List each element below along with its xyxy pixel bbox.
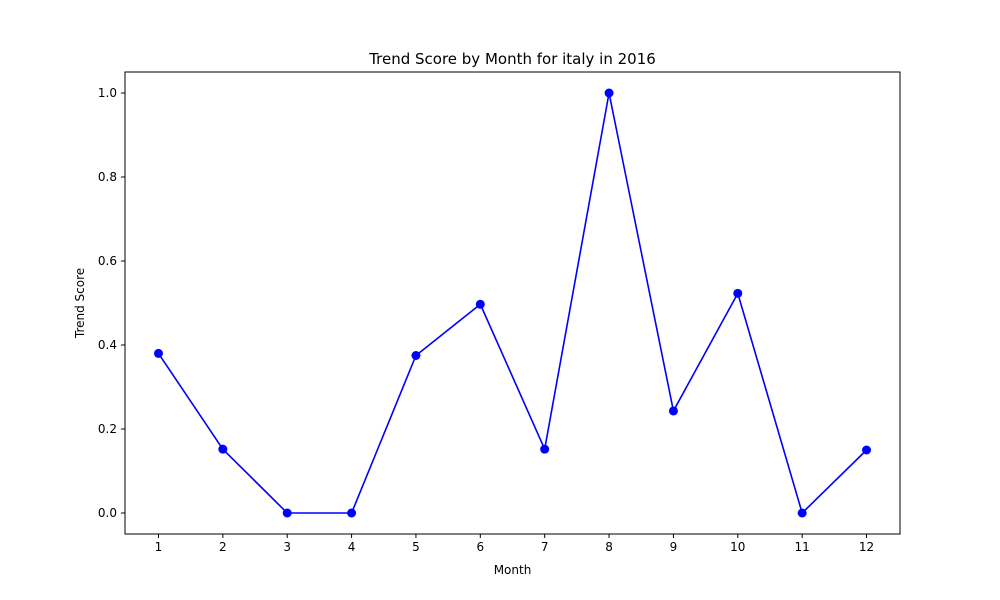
x-tick-label: 4 [348, 540, 356, 554]
x-tick-label: 8 [605, 540, 613, 554]
x-axis-ticks: 1 2 3 4 5 6 7 8 9 10 11 12 [155, 534, 874, 554]
x-tick-label: 2 [219, 540, 227, 554]
series-markers [153, 88, 872, 518]
data-point [604, 88, 614, 98]
data-point [153, 348, 163, 358]
data-point [347, 508, 357, 518]
y-tick-label: 0.0 [98, 506, 117, 520]
x-tick-label: 11 [795, 540, 810, 554]
x-tick-label: 1 [155, 540, 163, 554]
y-axis-ticks: 0.0 0.2 0.4 0.6 0.8 1.0 [98, 86, 125, 520]
data-point [862, 445, 872, 455]
data-point [797, 508, 807, 518]
y-tick-label: 0.4 [98, 338, 117, 352]
x-tick-label: 3 [283, 540, 291, 554]
y-tick-label: 1.0 [98, 86, 117, 100]
x-tick-label: 6 [476, 540, 484, 554]
data-point [733, 288, 743, 298]
y-axis-title: Trend Score [73, 268, 87, 339]
x-tick-label: 9 [670, 540, 678, 554]
x-tick-label: 7 [541, 540, 549, 554]
x-tick-label: 10 [730, 540, 745, 554]
y-tick-label: 0.6 [98, 254, 117, 268]
y-tick-label: 0.8 [98, 170, 117, 184]
plot-area: 1 2 3 4 5 6 7 8 9 10 11 12 0.00.20.40.60.81.0 [98, 71, 901, 554]
series-line [157, 92, 868, 514]
data-point [475, 299, 485, 309]
x-axis-title: Month [494, 563, 532, 577]
x-tick-label: 5 [412, 540, 420, 554]
data-point [218, 444, 228, 454]
chart-title: Trend Score by Month for italy in 2016 [368, 50, 656, 68]
data-point [411, 351, 421, 360]
x-tick-label: 12 [859, 540, 874, 554]
data-point [282, 508, 292, 518]
data-point [540, 444, 550, 454]
axes-frame [124, 71, 901, 535]
y-tick-label: 0.2 [98, 422, 117, 436]
data-point [668, 406, 678, 416]
